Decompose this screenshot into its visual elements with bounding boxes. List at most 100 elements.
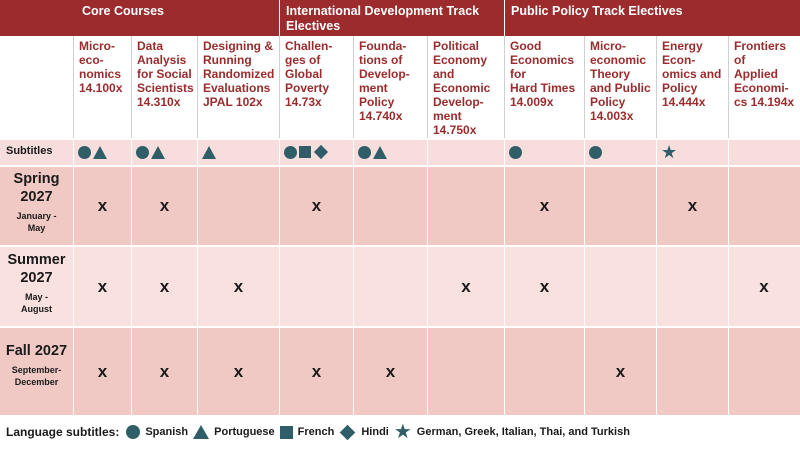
spring-availability-mark: x	[97, 195, 108, 215]
body-column-divider	[279, 139, 280, 415]
body-column-divider	[131, 139, 132, 415]
row-divider	[0, 138, 800, 140]
spring-availability-mark: x	[311, 195, 322, 215]
track-title-intl: International Development Track Elective…	[286, 4, 480, 33]
summer-dates: May - August	[21, 292, 52, 314]
summer-row	[0, 247, 800, 326]
body-column-divider	[353, 139, 354, 415]
course-title: Data Analysis for Social Scientists 14.3…	[137, 39, 194, 109]
legend-label-french: French	[297, 426, 335, 438]
track-header-policy: Public Policy Track Electives	[505, 0, 800, 36]
header-column-divider	[279, 36, 280, 138]
course-title: Frontiers of Applied Economi- cs 14.194x	[734, 39, 795, 109]
body-column-divider	[197, 139, 198, 415]
header-column-divider	[584, 36, 585, 138]
legend-title: Language subtitles:	[6, 425, 120, 439]
course-title: Challen- ges of Global Poverty 14.73x	[285, 39, 333, 109]
spring-availability-mark: x	[539, 195, 550, 215]
subtitles-row	[0, 139, 800, 165]
legend-label-spanish: Spanish	[145, 426, 189, 438]
spring-row	[0, 166, 800, 245]
circle-icon	[126, 425, 141, 439]
star-icon: ★	[393, 421, 412, 443]
summer-availability-mark: x	[759, 276, 769, 296]
legend-label-portuguese: Portuguese	[214, 426, 275, 438]
course-header: Good Economics for Hard Times 14.009x	[505, 36, 584, 138]
triangle-icon	[202, 145, 216, 159]
course-header: Micro- eco- nomics 14.100x	[74, 36, 131, 138]
summer-row-header: Summer 2027 May - August	[0, 251, 73, 315]
diamond-icon	[340, 424, 356, 440]
course-header: Challen- ges of Global Poverty 14.73x	[280, 36, 353, 138]
circle-icon	[589, 145, 602, 159]
course-title: Micro- eco- nomics 14.100x	[79, 39, 123, 95]
row-divider	[0, 326, 800, 328]
header-column-divider	[728, 36, 729, 138]
summer-availability-mark: x	[461, 276, 471, 296]
course-title: Political Economy and Economic Develop- …	[433, 39, 491, 137]
subtitle-icons	[280, 140, 353, 164]
spring-row-header: Spring 2027 January - May	[0, 170, 73, 234]
summer-availability-mark: x	[539, 276, 550, 296]
fall-dates: September- December	[11, 365, 62, 387]
legend: Language subtitles: Spanish Portuguese F…	[6, 420, 630, 444]
track-title-core: Core Courses	[82, 4, 164, 18]
course-title: Good Economics for Hard Times 14.009x	[510, 39, 576, 109]
subtitle-icons: ★	[657, 140, 728, 164]
spring-availability-mark: x	[159, 195, 170, 215]
legend-label-other: German, Greek, Italian, Thai, and Turkis…	[416, 426, 630, 438]
header-column-divider	[353, 36, 354, 138]
subtitle-icons	[74, 140, 131, 164]
spring-title: Spring 2027	[13, 171, 60, 205]
subtitle-icons	[585, 140, 656, 164]
triangle-icon	[151, 145, 165, 159]
body-column-divider	[584, 139, 585, 415]
square-icon	[299, 146, 311, 158]
course-header: Data Analysis for Social Scientists 14.3…	[132, 36, 197, 138]
body-column-divider	[504, 139, 505, 415]
star-icon: ★	[661, 142, 678, 162]
diamond-icon	[313, 144, 329, 160]
fall-availability-mark: x	[615, 361, 626, 381]
subtitle-icons	[132, 140, 197, 164]
header-column-divider	[73, 36, 74, 138]
fall-availability-mark: x	[97, 361, 108, 381]
fall-title: Fall 2027	[5, 343, 68, 359]
course-header: Designing & Running Randomized Evaluatio…	[198, 36, 279, 138]
fall-availability-mark: x	[233, 361, 244, 381]
summer-availability-mark: x	[233, 276, 244, 296]
triangle-icon	[93, 145, 107, 159]
track-divider	[504, 0, 505, 36]
circle-icon	[136, 145, 149, 159]
course-title: Energy Econ- omics and Policy 14.444x	[662, 39, 722, 109]
fall-availability-mark: x	[385, 361, 396, 381]
course-header: Frontiers of Applied Economi- cs 14.194x	[729, 36, 799, 138]
course-title: Micro- economic Theory and Public Policy…	[590, 39, 651, 123]
legend-label-hindi: Hindi	[361, 426, 389, 438]
circle-icon	[78, 145, 91, 159]
circle-icon	[358, 145, 371, 159]
triangle-icon	[373, 145, 387, 159]
summer-availability-mark: x	[97, 276, 108, 296]
course-title: Designing & Running Randomized Evaluatio…	[203, 39, 275, 109]
summer-availability-mark: x	[159, 276, 170, 296]
body-column-divider	[73, 139, 74, 415]
body-column-divider	[728, 139, 729, 415]
track-divider	[279, 0, 280, 36]
fall-row-header: Fall 2027 September- December	[0, 342, 73, 388]
subtitle-icons	[428, 140, 504, 164]
body-column-divider	[656, 139, 657, 415]
spring-availability-mark: x	[687, 195, 698, 215]
track-title-policy: Public Policy Track Electives	[511, 4, 683, 18]
summer-title: Summer 2027	[7, 252, 66, 286]
fall-availability-mark: x	[311, 361, 322, 381]
subtitle-icons	[505, 140, 584, 164]
spring-dates: January - May	[16, 211, 57, 233]
circle-icon	[509, 145, 522, 159]
course-header: Founda- tions of Develop- ment Policy 14…	[354, 36, 427, 138]
course-header: Political Economy and Economic Develop- …	[428, 36, 504, 138]
fall-row	[0, 328, 800, 415]
row-divider	[0, 165, 800, 167]
header-column-divider	[427, 36, 428, 138]
header-column-divider	[197, 36, 198, 138]
